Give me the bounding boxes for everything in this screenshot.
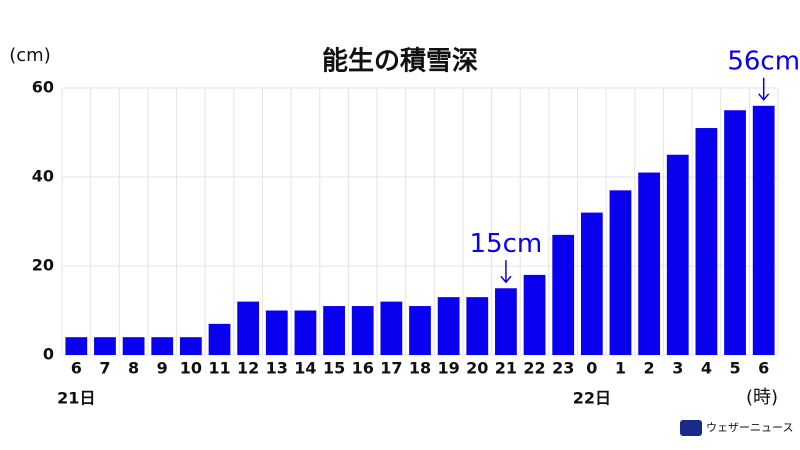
- x-tick-label: 6: [71, 359, 82, 378]
- annotation-arrow: [758, 77, 770, 101]
- x-tick-label: 1: [615, 359, 626, 378]
- y-tick-label: 60: [32, 78, 54, 97]
- bar: [237, 301, 260, 355]
- day-label: 21日: [57, 389, 95, 408]
- bar: [523, 274, 546, 355]
- bar: [351, 306, 374, 355]
- x-tick-label: 6: [758, 359, 769, 378]
- bar: [294, 310, 317, 355]
- x-tick-label: 11: [208, 359, 230, 378]
- x-tick-label: 2: [644, 359, 655, 378]
- day-label: 22日: [573, 389, 611, 408]
- y-tick-label: 40: [32, 167, 54, 186]
- x-tick-label: 23: [552, 359, 574, 378]
- x-tick-label: 18: [409, 359, 431, 378]
- bar: [695, 128, 718, 355]
- x-tick-label: 12: [237, 359, 259, 378]
- bar: [437, 297, 460, 355]
- bar: [724, 110, 746, 355]
- bar: [265, 310, 288, 355]
- x-tick-label: 3: [672, 359, 683, 378]
- x-tick-label: 5: [729, 359, 740, 378]
- y-tick-label: 0: [43, 345, 54, 364]
- chart-title: 能生の積雪深: [322, 46, 478, 77]
- x-tick-label: 10: [180, 359, 202, 378]
- x-tick-label: 15: [323, 359, 345, 378]
- x-axis-label: (時): [746, 387, 778, 408]
- bar: [552, 234, 575, 355]
- x-tick-label: 14: [294, 359, 316, 378]
- x-tick-label: 4: [701, 359, 712, 378]
- x-tick-label: 16: [352, 359, 374, 378]
- x-tick-label: 22: [523, 359, 545, 378]
- y-axis-label: (cm): [9, 45, 50, 66]
- logo: ウェザーニュース: [680, 420, 793, 436]
- y-tick-label: 20: [32, 256, 54, 275]
- bar: [580, 212, 603, 355]
- bar: [666, 154, 689, 355]
- bar: [609, 190, 632, 355]
- value-label: 15cm: [470, 229, 543, 259]
- x-tick-label: 17: [380, 359, 402, 378]
- bar: [122, 337, 145, 355]
- bar: [151, 337, 174, 355]
- x-tick-label: 0: [586, 359, 597, 378]
- bar: [380, 301, 403, 355]
- x-tick-label: 7: [99, 359, 110, 378]
- value-label: 56cm: [727, 46, 800, 76]
- x-tick-label: 9: [157, 359, 168, 378]
- bar: [179, 337, 202, 355]
- bar: [495, 288, 517, 355]
- annotation-arrow: [500, 260, 512, 284]
- bar: [466, 297, 489, 355]
- x-tick-label: 19: [438, 359, 460, 378]
- bar: [65, 337, 88, 355]
- x-tick-label: 8: [128, 359, 139, 378]
- x-tick-label: 21: [495, 359, 517, 378]
- x-tick-label: 13: [266, 359, 288, 378]
- bar: [94, 337, 116, 355]
- bar: [638, 172, 661, 355]
- x-tick-label: 20: [466, 359, 488, 378]
- bar: [323, 306, 345, 355]
- bar: [208, 323, 231, 355]
- bar: [409, 306, 431, 355]
- source: ウェザーニュース: [706, 421, 793, 434]
- bar: [752, 105, 775, 355]
- logo-mark: [680, 420, 702, 436]
